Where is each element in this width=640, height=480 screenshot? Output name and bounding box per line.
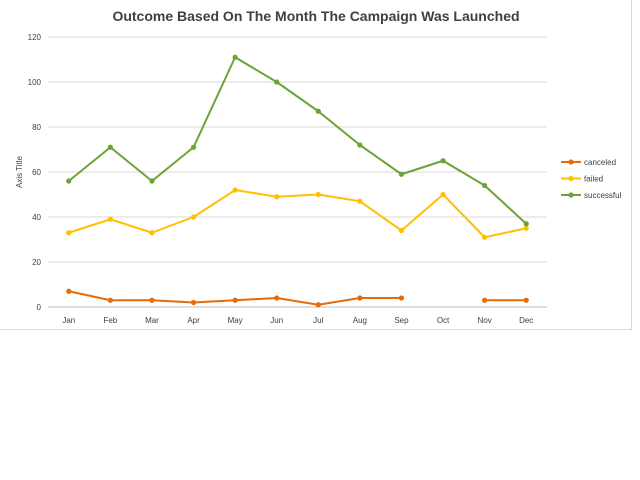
legend-swatch-marker xyxy=(568,175,574,182)
data-point xyxy=(66,288,72,294)
data-point xyxy=(66,230,72,236)
series-successful xyxy=(66,54,529,227)
data-point xyxy=(482,297,488,303)
x-tick-label: May xyxy=(228,316,243,325)
y-tick-label: 80 xyxy=(32,123,41,132)
data-point xyxy=(190,214,197,220)
y-axis-ticks: 0 20 40 60 80 100 120 xyxy=(28,33,42,312)
x-tick-label: Jun xyxy=(270,316,283,325)
series-line xyxy=(67,56,528,225)
legend-swatch-marker xyxy=(568,159,574,165)
data-point xyxy=(107,144,113,150)
data-point xyxy=(190,299,197,306)
x-tick-label: Apr xyxy=(187,316,200,325)
y-tick-label: 120 xyxy=(28,33,42,42)
data-point xyxy=(149,178,155,184)
data-point xyxy=(398,295,405,301)
x-tick-label: Nov xyxy=(478,316,492,325)
chart-title: Outcome Based On The Month The Campaign … xyxy=(112,8,519,24)
data-point xyxy=(232,297,238,303)
data-point xyxy=(315,302,321,308)
x-tick-label: Sep xyxy=(394,316,409,325)
data-point xyxy=(315,108,321,114)
y-tick-label: 20 xyxy=(32,258,41,267)
x-tick-label: Mar xyxy=(145,316,159,325)
data-point xyxy=(66,178,72,184)
series-line xyxy=(67,189,528,239)
data-point xyxy=(149,297,155,303)
gridlines xyxy=(48,36,547,308)
data-point xyxy=(274,79,280,85)
x-tick-label: Feb xyxy=(103,316,117,325)
legend: canceled failed successful xyxy=(561,158,622,200)
series-lines xyxy=(66,54,529,308)
x-tick-label: Aug xyxy=(353,316,367,325)
x-axis-ticks: Jan Feb Mar Apr May Jun Jul Aug Sep Oct Nov Dec xyxy=(62,316,533,325)
series-failed xyxy=(66,187,529,240)
x-tick-label: Dec xyxy=(519,316,533,325)
x-tick-label: Jan xyxy=(62,316,75,325)
data-point xyxy=(523,225,529,231)
data-point xyxy=(107,216,113,222)
y-tick-label: 0 xyxy=(37,303,42,312)
data-point xyxy=(357,198,363,204)
data-point xyxy=(274,194,280,200)
y-tick-label: 100 xyxy=(28,78,42,87)
legend-item: failed xyxy=(561,175,603,184)
data-point xyxy=(440,191,446,198)
data-point xyxy=(398,227,405,234)
data-point xyxy=(398,171,405,177)
data-point xyxy=(274,295,280,301)
y-tick-label: 60 xyxy=(32,168,41,177)
data-point xyxy=(107,297,113,303)
x-tick-label: Oct xyxy=(437,316,450,325)
y-tick-label: 40 xyxy=(32,213,41,222)
data-point xyxy=(315,191,321,198)
legend-label: failed xyxy=(584,175,603,184)
y-axis-title: Axis Title xyxy=(15,155,24,188)
data-point xyxy=(190,144,197,150)
data-point xyxy=(149,230,155,236)
chart-frame xyxy=(0,0,632,330)
legend-label: successful xyxy=(584,191,622,200)
legend-label: canceled xyxy=(584,158,616,167)
x-tick-label: Jul xyxy=(313,316,323,325)
legend-item: canceled xyxy=(561,158,616,167)
legend-swatch-marker xyxy=(568,192,574,198)
data-point xyxy=(523,297,529,303)
data-point xyxy=(482,182,488,189)
data-point xyxy=(357,295,363,301)
data-point xyxy=(440,158,446,164)
data-point xyxy=(357,142,363,148)
data-point xyxy=(232,187,238,193)
legend-item: successful xyxy=(561,191,622,200)
series-canceled xyxy=(66,288,529,308)
data-point xyxy=(232,54,238,60)
data-point xyxy=(482,234,488,240)
data-point xyxy=(523,221,529,227)
